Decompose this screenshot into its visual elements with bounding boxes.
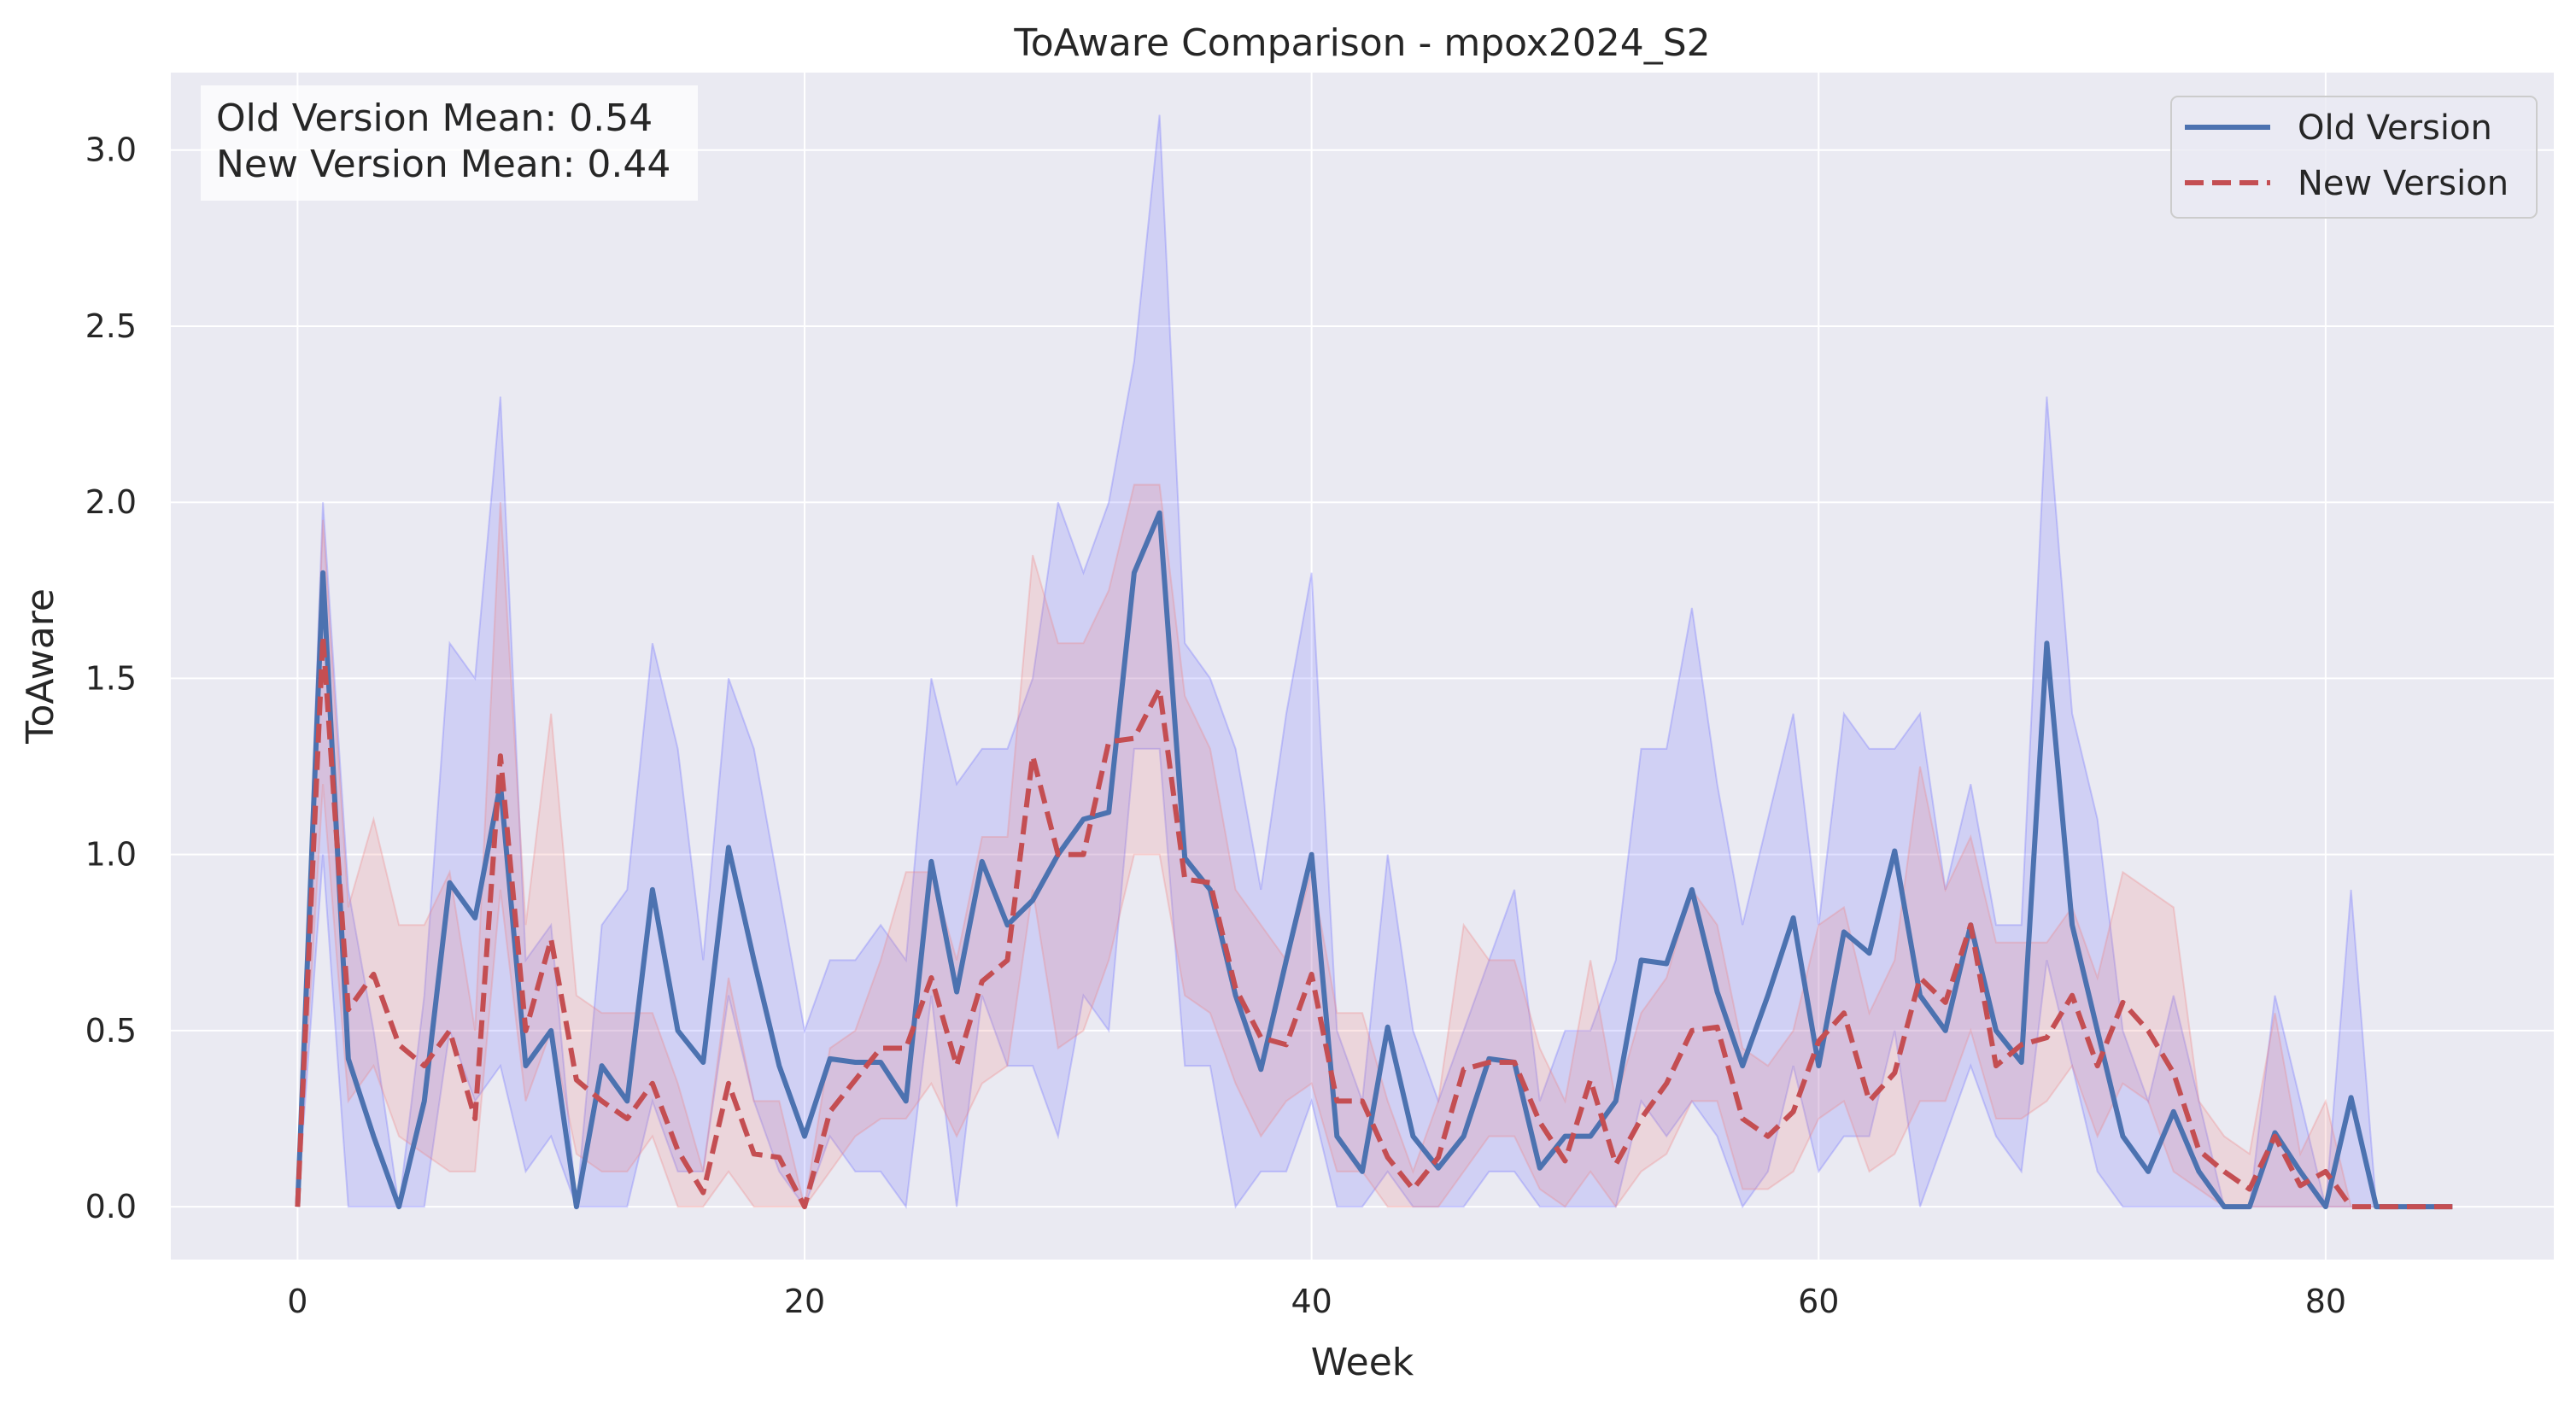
old-version-band (296, 114, 2453, 1209)
y-axis-label: ToAware (19, 588, 62, 745)
y-tick-label: 1.0 (85, 836, 137, 874)
y-tick-label: 2.0 (85, 483, 137, 521)
new-version-mean: New Version Mean: 0.44 (216, 143, 670, 186)
grid-lines (171, 73, 2554, 1260)
legend-new-version-label: New Version (2298, 164, 2509, 203)
x-tick-label: 60 (1798, 1283, 1839, 1320)
x-axis-label: Week (1311, 1341, 1414, 1384)
stats-box-background (201, 85, 698, 201)
confidence-bands (296, 114, 2453, 1209)
series-lines (295, 510, 2453, 1210)
x-tick-label: 80 (2305, 1283, 2346, 1320)
chart-title: ToAware Comparison - mpox2024_S2 (1013, 21, 1710, 65)
y-axis-ticks: 0.0 0.5 1.0 1.5 2.0 2.5 3.0 (85, 132, 137, 1225)
legend-old-version-label: Old Version (2298, 108, 2492, 148)
x-tick-label: 40 (1291, 1283, 1332, 1320)
y-tick-label: 2.5 (85, 307, 137, 345)
legend: Old Version New Version (2170, 96, 2538, 219)
x-tick-label: 20 (784, 1283, 825, 1320)
new-version-band (296, 483, 2453, 1208)
stats-box: Old Version Mean: 0.54 New Version Mean:… (201, 85, 698, 201)
old-version-line (295, 510, 2453, 1210)
plot-area (171, 73, 2554, 1260)
old-version-mean: Old Version Mean: 0.54 (216, 96, 653, 140)
x-tick-label: 0 (287, 1283, 307, 1320)
y-tick-label: 0.0 (85, 1188, 137, 1225)
y-tick-label: 0.5 (85, 1012, 137, 1049)
y-tick-label: 3.0 (85, 132, 137, 169)
x-axis-ticks: 0 20 40 60 80 (287, 1283, 2346, 1320)
y-tick-label: 1.5 (85, 659, 137, 697)
new-version-line (295, 633, 2453, 1210)
